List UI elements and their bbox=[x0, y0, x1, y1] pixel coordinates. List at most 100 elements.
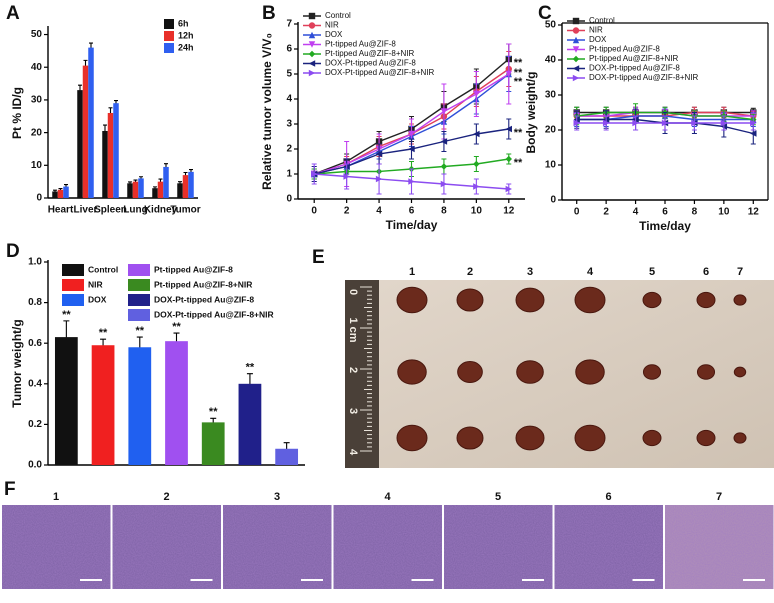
marker bbox=[408, 130, 415, 138]
lane-label: 2 bbox=[467, 266, 473, 278]
y-tick-label: 40 bbox=[31, 62, 43, 73]
marker bbox=[750, 119, 757, 127]
legend-label: 6h bbox=[178, 18, 189, 28]
x-tick-label: 6 bbox=[662, 207, 668, 218]
lane-label: 5 bbox=[495, 491, 501, 503]
legend-label: Pt-tipped Au@ZIF-8 bbox=[325, 40, 396, 49]
legend-label: DOX-Pt-tipped Au@ZIF-8+NIR bbox=[325, 68, 434, 77]
lane-label: 1 bbox=[53, 491, 59, 503]
tumor bbox=[457, 361, 483, 383]
marker bbox=[308, 41, 316, 48]
tumor bbox=[733, 366, 747, 378]
x-tick-label: 6 bbox=[409, 206, 415, 217]
legend-label: Pt-tipped Au@ZIF-8+NIR bbox=[325, 49, 414, 58]
legend-label: DOX bbox=[589, 35, 607, 44]
marker bbox=[308, 22, 316, 29]
lane-label: 4 bbox=[587, 266, 594, 278]
marker bbox=[408, 145, 415, 153]
x-tick-label: 8 bbox=[692, 207, 698, 218]
y-tick-label: 40 bbox=[545, 55, 557, 66]
y-tick-label: 6 bbox=[286, 44, 292, 55]
legend-label: DOX-Pt-tipped Au@ZIF-8 bbox=[154, 294, 254, 304]
bar bbox=[102, 130, 108, 198]
marker bbox=[632, 119, 639, 127]
bar bbox=[138, 178, 144, 198]
tumor bbox=[575, 359, 605, 385]
marker bbox=[572, 55, 580, 63]
marker bbox=[375, 150, 383, 158]
bar bbox=[165, 341, 188, 465]
y-tick-label: 1 bbox=[286, 169, 292, 180]
lane-label: 1 bbox=[409, 266, 415, 278]
legend-label: Pt-tipped Au@ZIF-8+NIR bbox=[589, 54, 678, 63]
marker bbox=[572, 74, 580, 82]
y-tick-label: 2 bbox=[286, 144, 292, 155]
significance-mark: ** bbox=[62, 309, 71, 321]
y-tick-label: 7 bbox=[286, 19, 292, 30]
tumor bbox=[696, 429, 716, 447]
x-tick-label: 12 bbox=[503, 206, 515, 217]
significance-mark: ** bbox=[514, 127, 523, 139]
lane-label: 3 bbox=[274, 491, 280, 503]
tissue-texture bbox=[444, 505, 553, 589]
y-tick-label: 10 bbox=[545, 160, 557, 171]
y-tick-label: 0 bbox=[550, 195, 556, 206]
y-tick-label: 20 bbox=[31, 127, 43, 138]
bar bbox=[238, 383, 262, 465]
ruler-label: 2 bbox=[347, 367, 359, 373]
y-tick-label: 5 bbox=[286, 69, 292, 80]
significance-mark: ** bbox=[514, 67, 523, 79]
legend-label: 12h bbox=[178, 30, 194, 40]
marker bbox=[440, 138, 448, 145]
legend-label: NIR bbox=[325, 21, 339, 30]
panel-letter: B bbox=[262, 3, 276, 24]
legend-label: Pt-tipped Au@ZIF-8+NIR bbox=[154, 279, 252, 289]
x-tick-label: Liver bbox=[74, 205, 98, 216]
tumor bbox=[733, 294, 747, 306]
bar bbox=[127, 183, 133, 198]
x-tick-label: Tumor bbox=[170, 205, 200, 216]
legend-swatch bbox=[164, 43, 174, 53]
y-axis-label: Pt % ID/g bbox=[10, 87, 24, 139]
lane-label: 7 bbox=[737, 266, 743, 278]
bar bbox=[63, 186, 69, 198]
marker bbox=[308, 60, 316, 67]
legend-label: Pt-tipped Au@ZIF-8 bbox=[154, 264, 233, 274]
significance-mark: ** bbox=[246, 362, 255, 374]
significance-mark: ** bbox=[136, 325, 145, 337]
y-tick-label: 0 bbox=[286, 194, 292, 205]
tumor bbox=[456, 426, 484, 450]
marker bbox=[308, 69, 316, 77]
marker bbox=[572, 46, 580, 53]
x-tick-label: 0 bbox=[574, 207, 580, 218]
tumor bbox=[642, 291, 662, 309]
bar bbox=[275, 448, 299, 465]
ruler-label: 4 bbox=[347, 449, 359, 456]
legend-swatch bbox=[128, 264, 150, 276]
bar bbox=[57, 189, 64, 198]
y-axis-label: Tumor weight/g bbox=[10, 319, 24, 407]
legend-swatch bbox=[128, 279, 150, 291]
legend-swatch bbox=[128, 309, 150, 321]
lane-label: 2 bbox=[163, 491, 169, 503]
legend-label: NIR bbox=[88, 279, 103, 289]
panel-letter: D bbox=[6, 241, 20, 262]
tumor bbox=[696, 364, 716, 380]
ruler-label: 0 bbox=[347, 289, 359, 295]
legend-label: Control bbox=[325, 11, 351, 20]
legend-label: Control bbox=[88, 264, 118, 274]
marker bbox=[440, 108, 448, 115]
marker bbox=[572, 65, 580, 72]
x-tick-label: 10 bbox=[718, 207, 730, 218]
marker bbox=[602, 119, 610, 127]
panel-letter: F bbox=[4, 479, 16, 500]
legend-label: NIR bbox=[589, 26, 603, 35]
x-tick-label: 4 bbox=[633, 207, 639, 218]
tumor bbox=[515, 425, 545, 451]
tumor bbox=[574, 424, 606, 452]
x-tick-label: 12 bbox=[748, 207, 760, 218]
bar bbox=[188, 171, 194, 198]
ruler-label: 1 cm bbox=[347, 317, 359, 342]
y-tick-label: 3 bbox=[286, 119, 292, 130]
legend-label: DOX-Pt-tipped Au@ZIF-8 bbox=[325, 59, 416, 68]
